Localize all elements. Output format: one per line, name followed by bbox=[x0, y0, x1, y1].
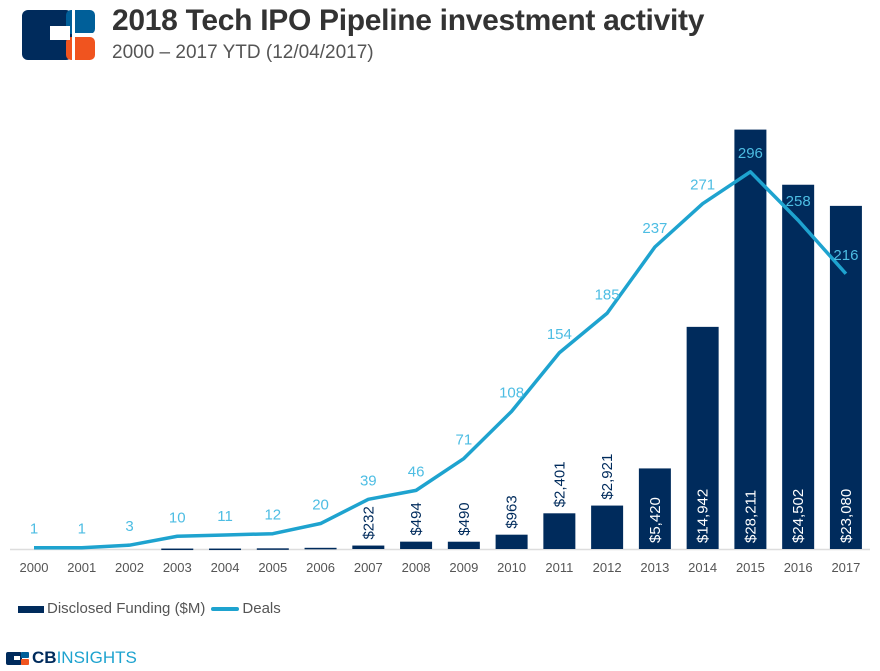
funding-label-2008: $494 bbox=[408, 502, 425, 535]
funding-bar-2014 bbox=[686, 326, 719, 549]
funding-label-2011: $2,401 bbox=[551, 461, 568, 507]
funding-bar-2012 bbox=[591, 505, 624, 549]
deals-label-2010: 108 bbox=[499, 384, 524, 401]
deals-label-2002: 3 bbox=[125, 518, 133, 535]
deals-label-2006: 20 bbox=[312, 497, 329, 514]
deals-label-2017: 216 bbox=[833, 247, 858, 264]
funding-label-2007: $232 bbox=[360, 506, 377, 539]
footer-brand: CB INSIGHTS bbox=[6, 648, 137, 668]
brand-insights: INSIGHTS bbox=[56, 648, 137, 667]
deals-label-2016: 258 bbox=[786, 193, 811, 210]
x-tick-2005: 2005 bbox=[258, 560, 287, 575]
funding-bar-2004 bbox=[209, 548, 242, 551]
funding-bar-2013 bbox=[638, 468, 671, 549]
funding-label-2012: $2,921 bbox=[599, 454, 616, 500]
deals-label-2005: 12 bbox=[264, 507, 281, 524]
x-tick-2002: 2002 bbox=[115, 560, 144, 575]
funding-bar-2010 bbox=[495, 534, 528, 549]
deals-label-2001: 1 bbox=[78, 521, 86, 538]
deals-label-2015: 296 bbox=[738, 145, 763, 162]
funding-label-2016: $24,502 bbox=[790, 489, 807, 543]
x-tick-2012: 2012 bbox=[593, 560, 622, 575]
funding-bar-2003 bbox=[161, 548, 194, 551]
page-title: 2018 Tech IPO Pipeline investment activi… bbox=[112, 4, 705, 37]
funding-label-2013: $5,420 bbox=[647, 497, 664, 543]
deals-label-2014: 271 bbox=[690, 177, 715, 194]
deals-label-2004: 11 bbox=[217, 508, 233, 525]
x-tick-2015: 2015 bbox=[736, 560, 765, 575]
brand-cb: CB bbox=[32, 648, 57, 667]
x-tick-2006: 2006 bbox=[306, 560, 335, 575]
deals-label-2012: 185 bbox=[595, 286, 620, 303]
deals-label-2003: 10 bbox=[169, 509, 186, 526]
funding-bar-2006 bbox=[304, 547, 337, 550]
x-tick-2014: 2014 bbox=[688, 560, 717, 575]
deals-label-2011: 154 bbox=[547, 326, 572, 343]
legend-funding-swatch bbox=[18, 605, 44, 613]
deals-label-2007: 39 bbox=[360, 472, 377, 489]
funding-bar-2016 bbox=[782, 184, 815, 549]
funding-bar-2011 bbox=[543, 513, 576, 549]
deals-label-2013: 237 bbox=[642, 220, 667, 237]
deals-line bbox=[34, 170, 848, 550]
x-tick-2011: 2011 bbox=[545, 560, 573, 575]
x-tick-2009: 2009 bbox=[449, 560, 478, 575]
deals-label-2000: 1 bbox=[30, 521, 38, 538]
x-tick-2000: 2000 bbox=[20, 560, 49, 575]
x-tick-2003: 2003 bbox=[163, 560, 192, 575]
cbinsights-logo bbox=[22, 10, 95, 60]
funding-label-2017: $23,080 bbox=[838, 489, 855, 543]
x-tick-2017: 2017 bbox=[831, 560, 860, 575]
legend-funding-label: Disclosed Funding ($M) bbox=[47, 600, 206, 617]
funding-label-2009: $490 bbox=[456, 502, 473, 535]
funding-label-2010: $963 bbox=[504, 495, 521, 528]
funding-bar-2009 bbox=[447, 541, 480, 549]
x-tick-2001: 2001 bbox=[67, 560, 96, 575]
legend: Disclosed Funding ($M) Deals bbox=[18, 600, 281, 618]
x-tick-2004: 2004 bbox=[211, 560, 240, 575]
funding-label-2015: $28,211 bbox=[742, 490, 759, 543]
funding-bar-2005 bbox=[256, 548, 289, 550]
deals-label-2009: 71 bbox=[455, 432, 472, 449]
x-tick-2013: 2013 bbox=[640, 560, 669, 575]
page-subtitle: 2000 – 2017 YTD (12/04/2017) bbox=[112, 42, 374, 63]
funding-bar-2008 bbox=[400, 541, 433, 549]
legend-deals-swatch bbox=[211, 607, 240, 611]
funding-bar-2007 bbox=[352, 545, 385, 549]
x-tick-2007: 2007 bbox=[354, 560, 383, 575]
deals-label-2008: 46 bbox=[408, 463, 425, 480]
x-tick-2016: 2016 bbox=[784, 560, 813, 575]
cbinsights-small-logo-icon bbox=[6, 652, 29, 665]
x-tick-2008: 2008 bbox=[402, 560, 431, 575]
x-tick-2010: 2010 bbox=[497, 560, 526, 575]
legend-deals-label: Deals bbox=[242, 600, 281, 617]
funding-bar-2015 bbox=[734, 129, 767, 549]
funding-label-2014: $14,942 bbox=[695, 489, 712, 543]
